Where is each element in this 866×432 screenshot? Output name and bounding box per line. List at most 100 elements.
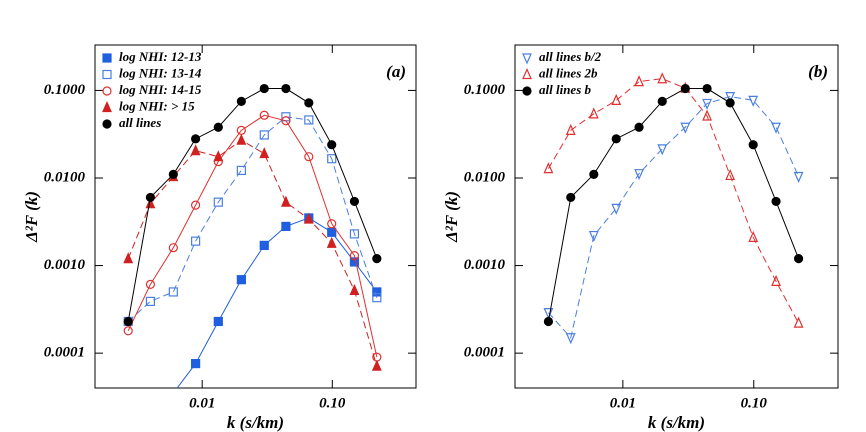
marker [213, 197, 223, 207]
marker [236, 96, 246, 106]
marker [102, 101, 112, 113]
marker [771, 274, 781, 286]
legend-label: all lines [119, 115, 161, 130]
marker [259, 110, 269, 120]
marker [190, 144, 201, 156]
legend-label: all lines b/2 [539, 49, 602, 64]
marker [191, 200, 201, 210]
legend-label: log NHI: 13-14 [119, 65, 202, 80]
marker [304, 115, 314, 125]
marker [565, 333, 576, 345]
marker [213, 150, 224, 162]
marker [145, 296, 156, 306]
marker [191, 236, 201, 246]
y-tick-label: 0.1000 [44, 82, 86, 98]
marker [123, 316, 133, 327]
marker [236, 133, 247, 145]
x-axis-label: k (s/km) [648, 413, 705, 432]
marker [771, 196, 781, 207]
x-tick-label: 0.01 [610, 395, 636, 411]
marker [102, 119, 112, 129]
marker [611, 203, 622, 215]
y-tick-label: 0.0100 [44, 169, 86, 185]
series-line [127, 114, 378, 358]
y-tick-label: 0.0001 [44, 345, 85, 361]
marker [168, 243, 178, 253]
marker [702, 109, 713, 121]
marker [281, 116, 291, 126]
marker [725, 168, 736, 181]
series-line [548, 96, 800, 339]
marker [611, 93, 622, 105]
panel-label: (a) [386, 62, 406, 81]
marker [657, 72, 668, 84]
series-line [127, 88, 378, 322]
marker [657, 96, 667, 106]
legend-label: log NHI: 14-15 [119, 82, 202, 97]
marker [327, 154, 337, 164]
marker [281, 83, 291, 94]
marker [589, 169, 599, 179]
marker [522, 68, 532, 80]
marker [236, 275, 246, 285]
marker [349, 283, 360, 296]
marker [349, 229, 360, 239]
marker [349, 250, 360, 261]
x-tick-label: 0.10 [741, 395, 768, 411]
marker [169, 389, 177, 397]
marker [565, 123, 576, 135]
plot-frame [94, 44, 417, 389]
marker [213, 122, 223, 132]
marker [634, 169, 644, 181]
marker [588, 230, 599, 243]
x-tick-label: 0.01 [189, 395, 215, 411]
marker [327, 140, 337, 150]
plot-area [543, 72, 804, 345]
marker [543, 162, 554, 174]
series-line [547, 88, 800, 322]
marker [236, 165, 246, 176]
marker [371, 359, 382, 371]
marker [372, 293, 382, 303]
marker [748, 95, 759, 107]
series-line [127, 139, 378, 367]
marker [102, 86, 112, 96]
marker [725, 98, 735, 108]
y-tick-label: 0.1000 [464, 82, 506, 98]
marker [327, 227, 337, 237]
marker [145, 279, 156, 289]
marker [349, 196, 360, 207]
marker [304, 98, 314, 108]
x-axis-label: k (s/km) [227, 413, 284, 432]
legend-label: all lines b [539, 82, 592, 97]
marker [725, 91, 736, 104]
marker [611, 134, 621, 144]
legend-label: log NHI: 12-13 [119, 49, 202, 64]
marker [102, 69, 112, 80]
marker [634, 75, 644, 87]
marker [702, 98, 713, 110]
series-line [127, 116, 378, 322]
panel-label: (b) [808, 62, 828, 81]
marker [191, 134, 201, 144]
marker [168, 287, 178, 297]
marker [191, 358, 201, 369]
marker [123, 252, 134, 264]
marker [657, 144, 668, 156]
marker [280, 195, 291, 207]
x-tick-label: 0.10 [319, 395, 346, 411]
marker [259, 130, 269, 140]
marker [102, 53, 112, 63]
marker [566, 192, 576, 203]
y-tick-label: 0.0010 [464, 257, 506, 273]
plot-area [123, 83, 382, 397]
marker [327, 219, 337, 229]
legend-label: log NHI: > 15 [119, 98, 195, 113]
marker [588, 107, 599, 119]
marker [259, 240, 269, 250]
marker [634, 122, 644, 132]
marker [213, 316, 223, 327]
marker [259, 147, 270, 159]
